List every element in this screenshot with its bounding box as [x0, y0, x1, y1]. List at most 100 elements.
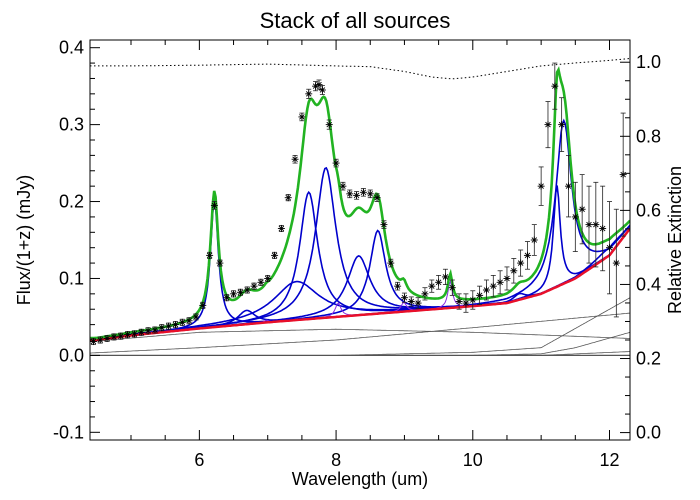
data-point: [585, 185, 593, 264]
y2-tick-label: 0.2: [636, 349, 661, 369]
data-point: [469, 290, 477, 310]
y2-axis-label: Relative Extinction: [665, 166, 685, 314]
y-tick-label: 0.1: [59, 268, 84, 288]
x-axis: 6 8 10 12: [130, 40, 620, 470]
chart-title: Stack of all sources: [260, 8, 451, 33]
x-tick-label: 8: [331, 450, 341, 470]
y2-tick-label: 0.6: [636, 200, 661, 220]
data-point: [210, 201, 218, 210]
data-point: [250, 282, 258, 290]
data-point: [165, 322, 173, 330]
data-point: [216, 259, 224, 267]
data-point: [462, 293, 470, 313]
data-point: [332, 158, 340, 168]
data-point: [103, 334, 111, 342]
data-point: [199, 301, 207, 309]
data-point: [158, 324, 166, 332]
data-point: [394, 281, 402, 291]
data-point: [291, 154, 299, 164]
data-point: [448, 279, 456, 296]
x-tick-label: 12: [599, 450, 619, 470]
data-point: [271, 251, 279, 259]
data-point: [223, 294, 231, 302]
data-point: [421, 287, 429, 301]
data-point: [206, 251, 214, 259]
y-axis-label: Flux/(1+z) (mJy): [14, 175, 34, 306]
data-point: [564, 154, 572, 218]
data-point: [612, 208, 620, 318]
data-point: [325, 119, 333, 130]
data-point: [544, 101, 552, 149]
data-point: [400, 292, 408, 303]
y2-tick-label: 0.4: [636, 274, 661, 294]
data-point: [277, 224, 285, 232]
data-point: [318, 84, 326, 96]
data-point: [558, 97, 566, 152]
data-point: [455, 293, 463, 310]
data-point: [476, 285, 484, 306]
data-point: [387, 258, 395, 268]
pah-feature-9: [90, 118, 630, 341]
data-point: [489, 274, 497, 298]
data-point: [315, 79, 323, 90]
data-point: [523, 241, 531, 270]
data-point: [530, 224, 538, 256]
data-point: [366, 189, 374, 199]
y-tick-label: 0.0: [59, 345, 84, 365]
data-point: [571, 181, 579, 252]
data-point: [298, 112, 306, 122]
y2-tick-label: 0.8: [636, 126, 661, 146]
y-axis-right: 0.0 0.2 0.4 0.6 0.8 1.0: [620, 52, 661, 443]
total-fit-line: [90, 66, 630, 340]
data-point: [551, 62, 559, 110]
dust-component-4: [90, 351, 630, 356]
data-point: [144, 327, 152, 335]
x-axis-label: Wavelength (um): [292, 469, 428, 489]
dust-component-0: [90, 328, 630, 342]
data-point: [90, 338, 97, 346]
data-point: [305, 88, 313, 99]
data-point: [339, 181, 347, 191]
data-point: [171, 321, 179, 329]
data-point: [414, 297, 422, 309]
data-point: [599, 185, 607, 272]
data-point: [359, 188, 367, 197]
y-tick-label: 0.3: [59, 115, 84, 135]
x-tick-label: 6: [194, 450, 204, 470]
x-tick-label: 10: [463, 450, 483, 470]
data-point: [137, 328, 145, 336]
data-point: [257, 278, 265, 286]
data-point: [117, 332, 125, 340]
y-axis-left: -0.1 0.0 0.1 0.2 0.3 0.4: [53, 38, 100, 442]
data-point: [110, 333, 118, 341]
data-point: [124, 331, 132, 339]
dust-component-3: [90, 331, 630, 356]
data-point: [353, 191, 361, 200]
data-point: [346, 189, 354, 199]
data-point: [441, 268, 449, 286]
data-point: [96, 336, 104, 344]
data-point: [380, 220, 388, 229]
data-point: [230, 290, 238, 298]
plot-frame: [89, 39, 631, 441]
data-point: [243, 286, 251, 294]
data-point: [517, 249, 525, 277]
data-point: [284, 194, 292, 202]
data-point: [482, 279, 490, 301]
y-tick-label: 0.4: [59, 38, 84, 58]
continuum-line: [90, 227, 630, 342]
data-point: [185, 317, 193, 325]
data-point: [496, 270, 504, 295]
data-point: [435, 274, 443, 290]
data-point: [130, 330, 138, 338]
data-point: [510, 258, 518, 284]
data-point: [236, 288, 244, 296]
extinction-line: [90, 58, 630, 80]
data-point: [592, 181, 600, 268]
data-point: [578, 174, 586, 245]
data-point: [605, 201, 613, 295]
data-point: [407, 296, 415, 307]
data-point: [178, 318, 186, 326]
data-point: [192, 313, 200, 321]
